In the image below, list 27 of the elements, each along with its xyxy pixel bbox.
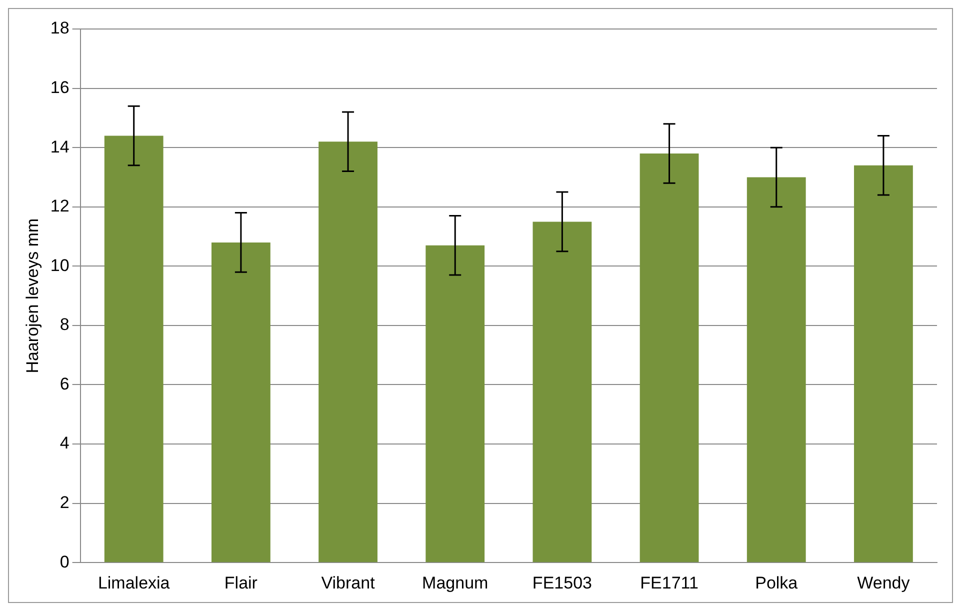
- y-tick-label: 8: [60, 315, 70, 334]
- bar: [104, 136, 164, 562]
- bar: [640, 154, 699, 562]
- y-tick-label: 12: [50, 196, 70, 216]
- bar: [426, 245, 485, 562]
- y-tick-label: 16: [50, 78, 70, 97]
- bar: [854, 165, 913, 562]
- y-tick-label: 0: [60, 552, 70, 572]
- x-tick-label: Vibrant: [321, 573, 376, 592]
- x-tick-label: Flair: [224, 573, 258, 592]
- x-tick-label: FE1711: [640, 573, 698, 592]
- bar: [211, 242, 270, 562]
- x-tick-label: FE1503: [532, 573, 592, 592]
- y-tick-label: 4: [60, 434, 70, 453]
- y-tick-label: 14: [50, 137, 70, 156]
- bar: [746, 177, 806, 562]
- y-tick-label: 2: [60, 493, 70, 512]
- bar: [532, 222, 592, 562]
- x-tick-label: Polka: [755, 573, 798, 592]
- y-axis-title: Haarojen leveys mm: [22, 218, 42, 374]
- y-tick-label: 18: [50, 18, 70, 38]
- x-tick-label: Magnum: [422, 573, 488, 592]
- y-tick-label: 6: [60, 374, 70, 394]
- y-tick-label: 10: [50, 256, 70, 275]
- bar: [318, 142, 378, 562]
- x-tick-label: Wendy: [857, 573, 910, 592]
- x-tick-label: Limalexia: [98, 573, 170, 592]
